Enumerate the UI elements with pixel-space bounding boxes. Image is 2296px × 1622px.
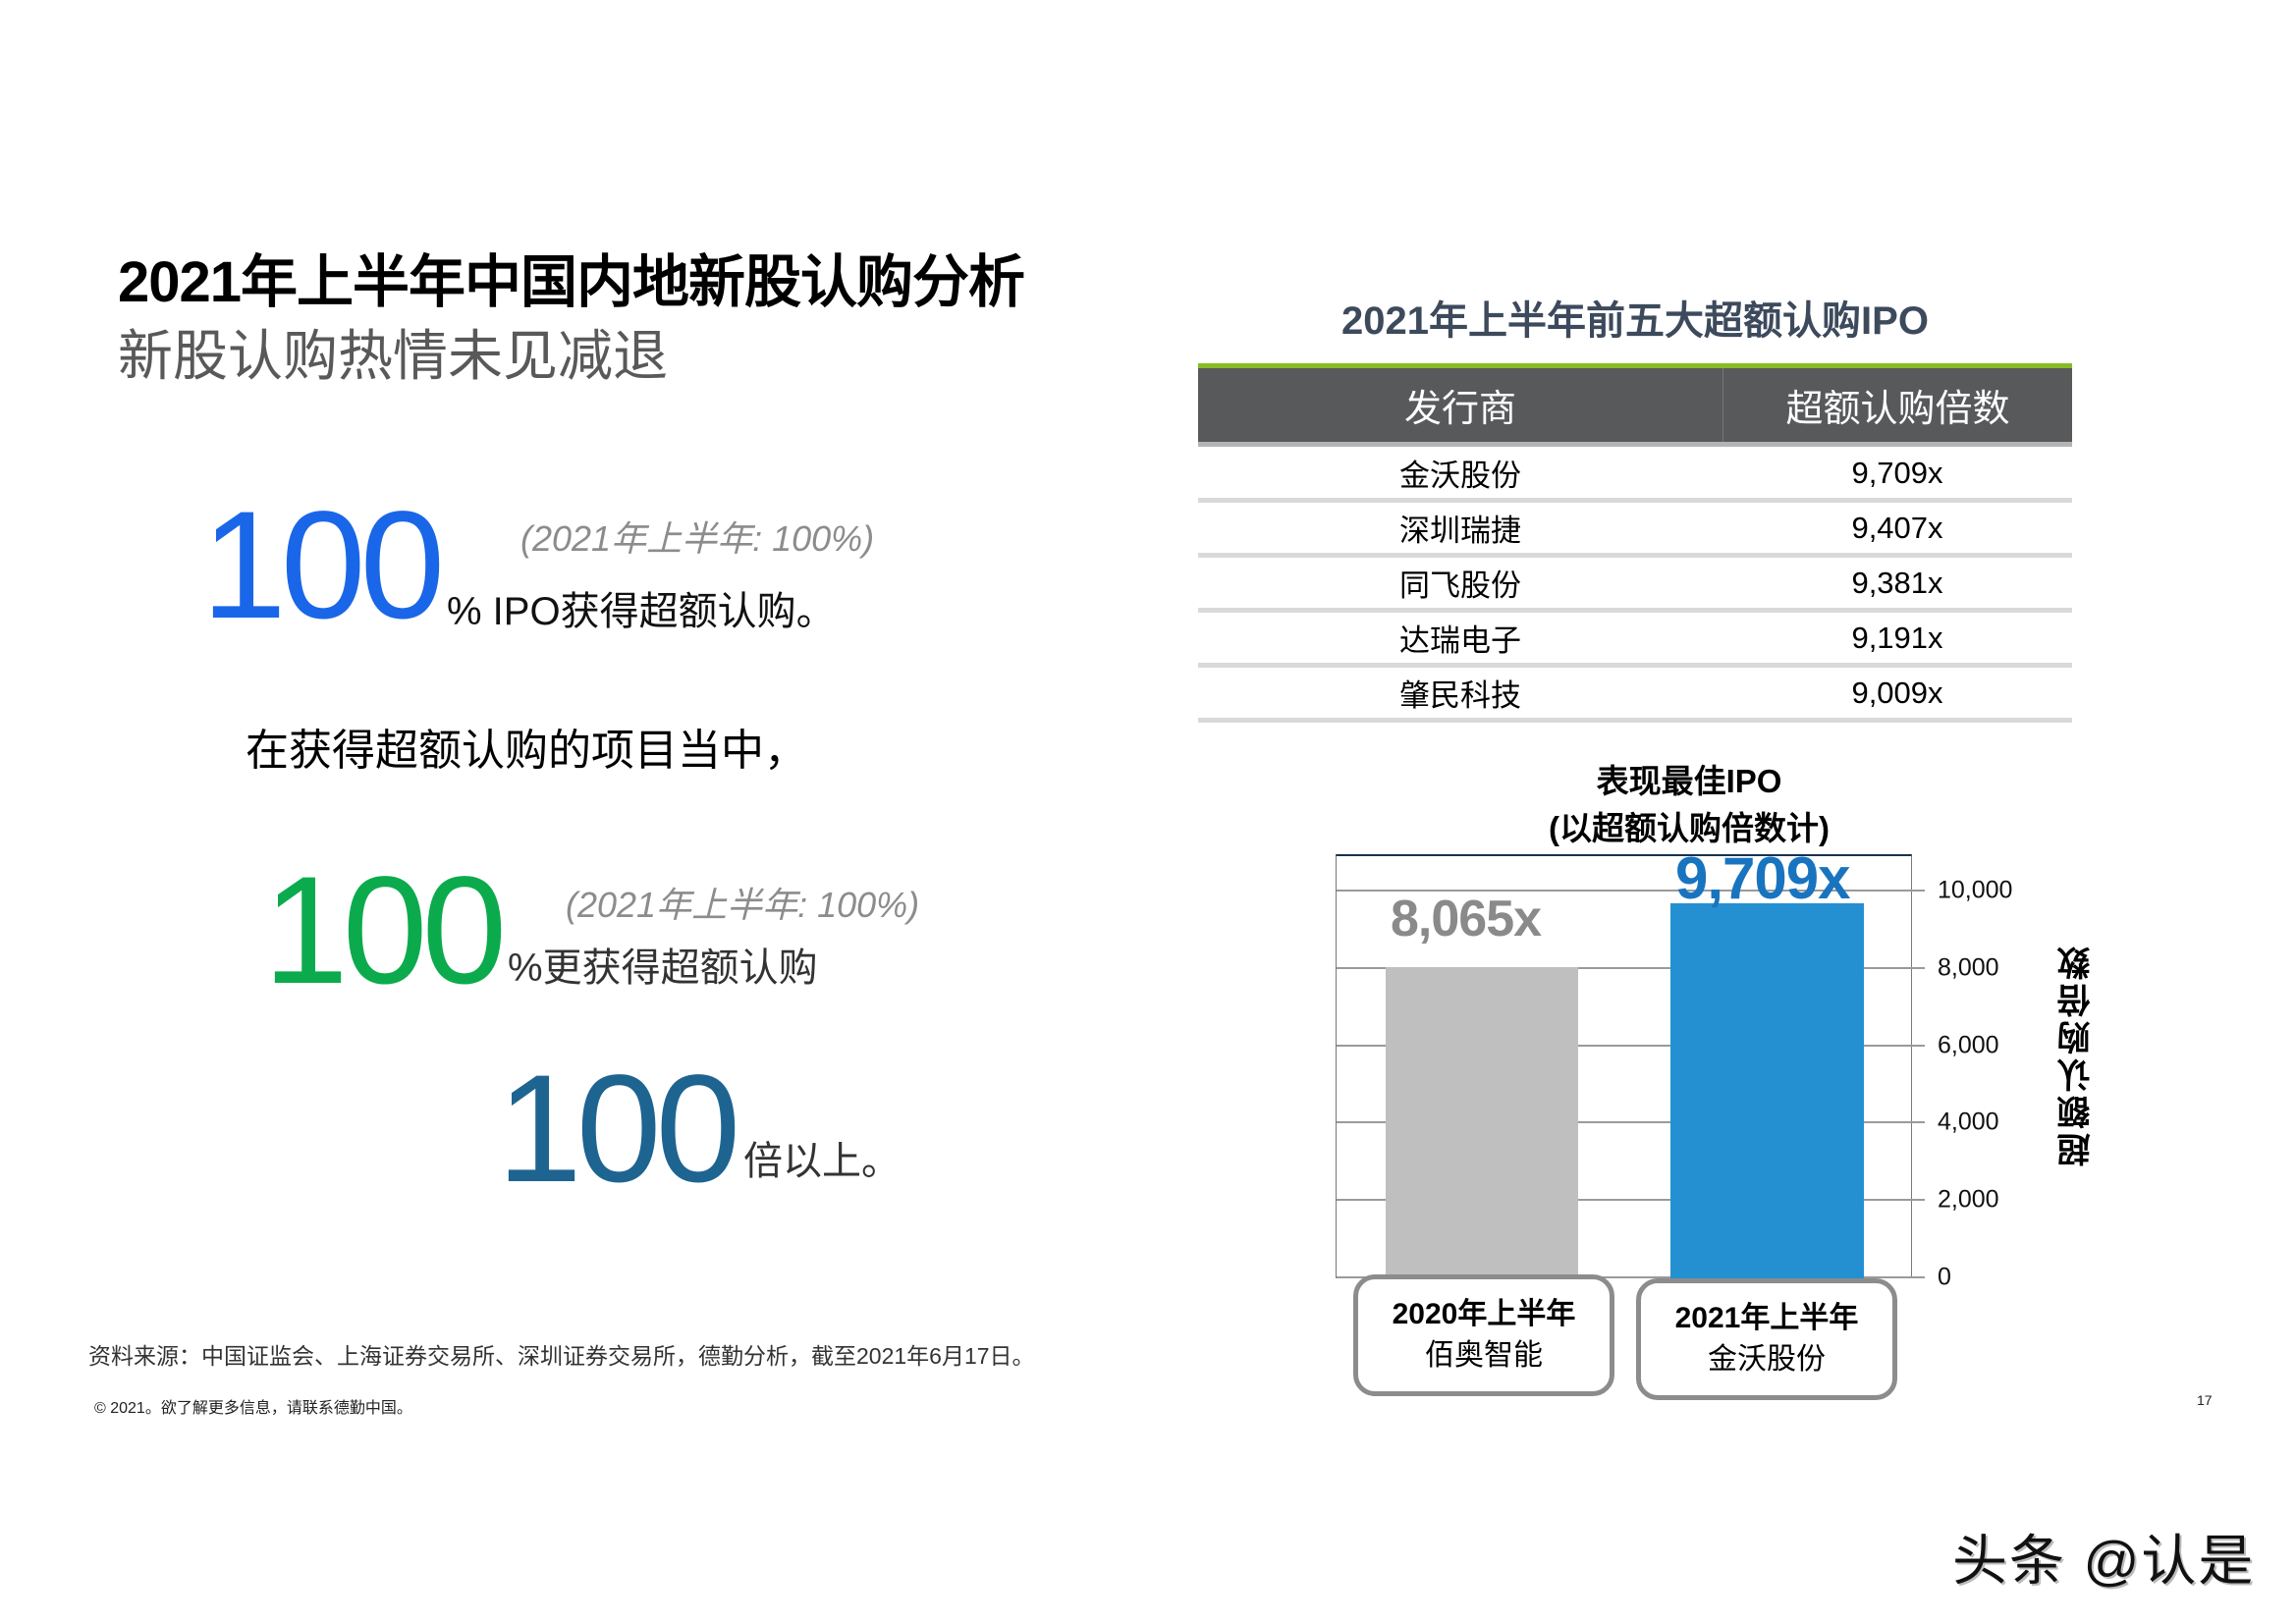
category-label-2020: 2020年上半年 佰奥智能 xyxy=(1353,1274,1614,1396)
y-tick-label: 4,000 xyxy=(1938,1108,1999,1136)
issuer-cell: 达瑞电子 xyxy=(1399,623,1521,658)
column-header-multiple: 超额认购倍数 xyxy=(1785,389,2010,430)
category-company: 金沃股份 xyxy=(1708,1343,1826,1376)
issuer-cell: 同飞股份 xyxy=(1399,568,1521,603)
issuer-cell: 金沃股份 xyxy=(1399,459,1521,493)
y-tick-label: 0 xyxy=(1938,1263,1951,1291)
bar-2021 xyxy=(1670,903,1864,1278)
multiple-cell: 9,381x xyxy=(1851,565,1943,600)
table-accent-line xyxy=(1198,363,2072,368)
page-title: 2021年上半年中国内地新股认购分析 xyxy=(118,250,1025,314)
stat2-number: 100 xyxy=(263,845,507,1016)
stat2-note: (2021年上半年: 100%) xyxy=(566,885,920,925)
y-tick-label: 8,000 xyxy=(1938,953,1999,982)
chart-title-main: 表现最佳IPO xyxy=(1596,763,1782,799)
table-row: 同飞股份 9,381x xyxy=(1198,558,2072,613)
gridline-8000 xyxy=(1337,967,1911,969)
category-period: 2020年上半年 xyxy=(1392,1298,1576,1330)
bar-value-label-2020: 8,065x xyxy=(1391,891,1542,947)
y-tick-label: 10,000 xyxy=(1938,876,2013,904)
source-note: 资料来源：中国证监会、上海证券交易所、深圳证券交易所，德勤分析，截至2021年6… xyxy=(88,1343,1035,1369)
intro-text: 在获得超额认购的项目当中， xyxy=(246,727,807,775)
multiple-cell: 9,191x xyxy=(1851,620,1943,655)
multiple-cell: 9,709x xyxy=(1851,455,1943,490)
table-header: 发行商 超额认购倍数 xyxy=(1198,368,2072,442)
page-subtitle: 新股认购热情未见减退 xyxy=(118,325,668,387)
chart-title: 表现最佳IPO (以超额认购倍数计) xyxy=(1453,758,1925,852)
y-axis-title: 超额认购倍数 xyxy=(2058,943,2096,1166)
table-title: 2021年上半年前五大超额认购IPO xyxy=(1341,299,1929,343)
table-row: 深圳瑞捷 9,407x xyxy=(1198,503,2072,558)
page-number: 17 xyxy=(2197,1392,2213,1408)
y-tick xyxy=(1911,890,1925,892)
gridline-0 xyxy=(1337,1276,1911,1278)
category-company: 佰奥智能 xyxy=(1425,1339,1543,1372)
y-tick xyxy=(1911,1199,1925,1201)
table-row: 达瑞电子 9,191x xyxy=(1198,613,2072,668)
category-label-2021: 2021年上半年 金沃股份 xyxy=(1636,1278,1897,1400)
multiple-cell: 9,407x xyxy=(1851,510,1943,545)
bar-value-label-2021: 9,709x xyxy=(1675,845,1851,911)
gridline-6000 xyxy=(1337,1045,1911,1047)
y-tick xyxy=(1911,1276,1925,1278)
y-tick xyxy=(1911,967,1925,969)
category-period: 2021年上半年 xyxy=(1674,1302,1859,1334)
table-row: 肇民科技 9,009x xyxy=(1198,668,2072,723)
y-tick-label: 2,000 xyxy=(1938,1185,1999,1214)
gridline-2000 xyxy=(1337,1199,1911,1201)
stat3-suffix: 倍以上。 xyxy=(743,1140,901,1183)
stat1-suffix: % IPO获得超额认购。 xyxy=(447,590,836,633)
stat3-number: 100 xyxy=(497,1044,740,1215)
issuer-cell: 肇民科技 xyxy=(1399,678,1521,713)
multiple-cell: 9,009x xyxy=(1851,675,1943,710)
bar-2020 xyxy=(1386,967,1578,1278)
stat2-suffix: %更获得超额认购 xyxy=(508,946,818,990)
top-ipo-table: 发行商 超额认购倍数 金沃股份 9,709x 深圳瑞捷 9,407x 同飞股份 … xyxy=(1198,363,2072,723)
column-header-issuer: 发行商 xyxy=(1198,368,1723,442)
stat1-number: 100 xyxy=(201,480,445,651)
stat1-note: (2021年上半年: 100%) xyxy=(520,518,875,559)
gridline-10000 xyxy=(1337,890,1911,892)
copyright-note: © 2021。欲了解更多信息，请联系德勤中国。 xyxy=(94,1400,412,1417)
issuer-cell: 深圳瑞捷 xyxy=(1399,514,1521,548)
y-tick-label: 6,000 xyxy=(1938,1031,1999,1059)
table-row: 金沃股份 9,709x xyxy=(1198,448,2072,503)
gridline-4000 xyxy=(1337,1121,1911,1123)
watermark: 头条 @认是 xyxy=(1952,1530,2256,1592)
y-tick xyxy=(1911,1121,1925,1123)
y-tick xyxy=(1911,1045,1925,1047)
bar-chart-plot: 10,000 8,000 6,000 4,000 2,000 0 8,065x … xyxy=(1336,845,2012,1291)
chart-title-sub: (以超额认购倍数计) xyxy=(1549,810,1830,846)
